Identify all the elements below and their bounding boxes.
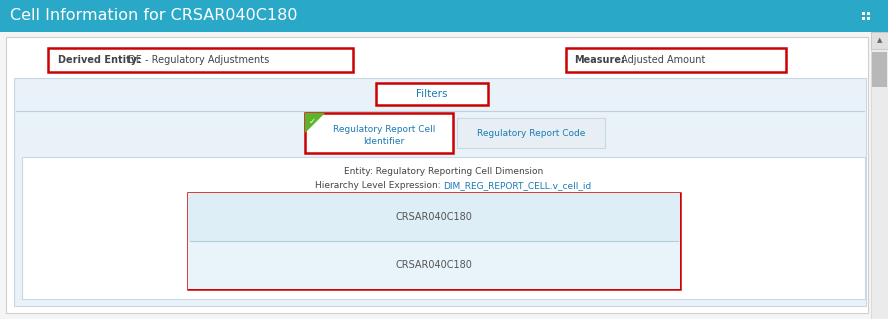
- Text: Hierarchy Level Expression:: Hierarchy Level Expression:: [315, 182, 443, 190]
- Text: DIM_REG_REPORT_CELL.v_cell_id: DIM_REG_REPORT_CELL.v_cell_id: [443, 182, 591, 190]
- FancyBboxPatch shape: [6, 37, 868, 313]
- Text: Derived Entity:: Derived Entity:: [58, 55, 141, 65]
- FancyBboxPatch shape: [188, 241, 680, 289]
- FancyBboxPatch shape: [457, 118, 605, 148]
- FancyBboxPatch shape: [862, 12, 865, 15]
- FancyBboxPatch shape: [0, 0, 888, 32]
- Text: Identifier: Identifier: [363, 137, 405, 145]
- Text: Regulatory Report Code: Regulatory Report Code: [477, 129, 585, 137]
- Polygon shape: [305, 113, 325, 133]
- FancyBboxPatch shape: [871, 32, 888, 319]
- Text: Regulatory Report Cell: Regulatory Report Cell: [333, 125, 435, 135]
- Text: CRSAR040C180: CRSAR040C180: [395, 260, 472, 270]
- FancyBboxPatch shape: [566, 48, 786, 72]
- Text: Entity: Regulatory Reporting Cell Dimension: Entity: Regulatory Reporting Cell Dimens…: [344, 167, 543, 176]
- FancyBboxPatch shape: [48, 48, 353, 72]
- FancyBboxPatch shape: [22, 157, 865, 299]
- FancyBboxPatch shape: [862, 17, 865, 20]
- FancyBboxPatch shape: [188, 193, 680, 241]
- FancyBboxPatch shape: [305, 113, 453, 153]
- FancyBboxPatch shape: [376, 83, 488, 105]
- Text: Measure:: Measure:: [574, 55, 625, 65]
- FancyBboxPatch shape: [871, 32, 888, 49]
- FancyBboxPatch shape: [14, 78, 866, 306]
- FancyBboxPatch shape: [867, 17, 870, 20]
- Text: ▲: ▲: [876, 38, 882, 43]
- FancyBboxPatch shape: [872, 52, 887, 87]
- Text: Adjusted Amount: Adjusted Amount: [618, 55, 705, 65]
- Text: ✓: ✓: [309, 116, 316, 125]
- FancyBboxPatch shape: [188, 193, 680, 289]
- Text: DE - Regulatory Adjustments: DE - Regulatory Adjustments: [125, 55, 269, 65]
- Text: Filters: Filters: [416, 89, 448, 99]
- Text: Cell Information for CRSAR040C180: Cell Information for CRSAR040C180: [10, 9, 297, 24]
- Text: CRSAR040C180: CRSAR040C180: [395, 212, 472, 222]
- FancyBboxPatch shape: [867, 12, 870, 15]
